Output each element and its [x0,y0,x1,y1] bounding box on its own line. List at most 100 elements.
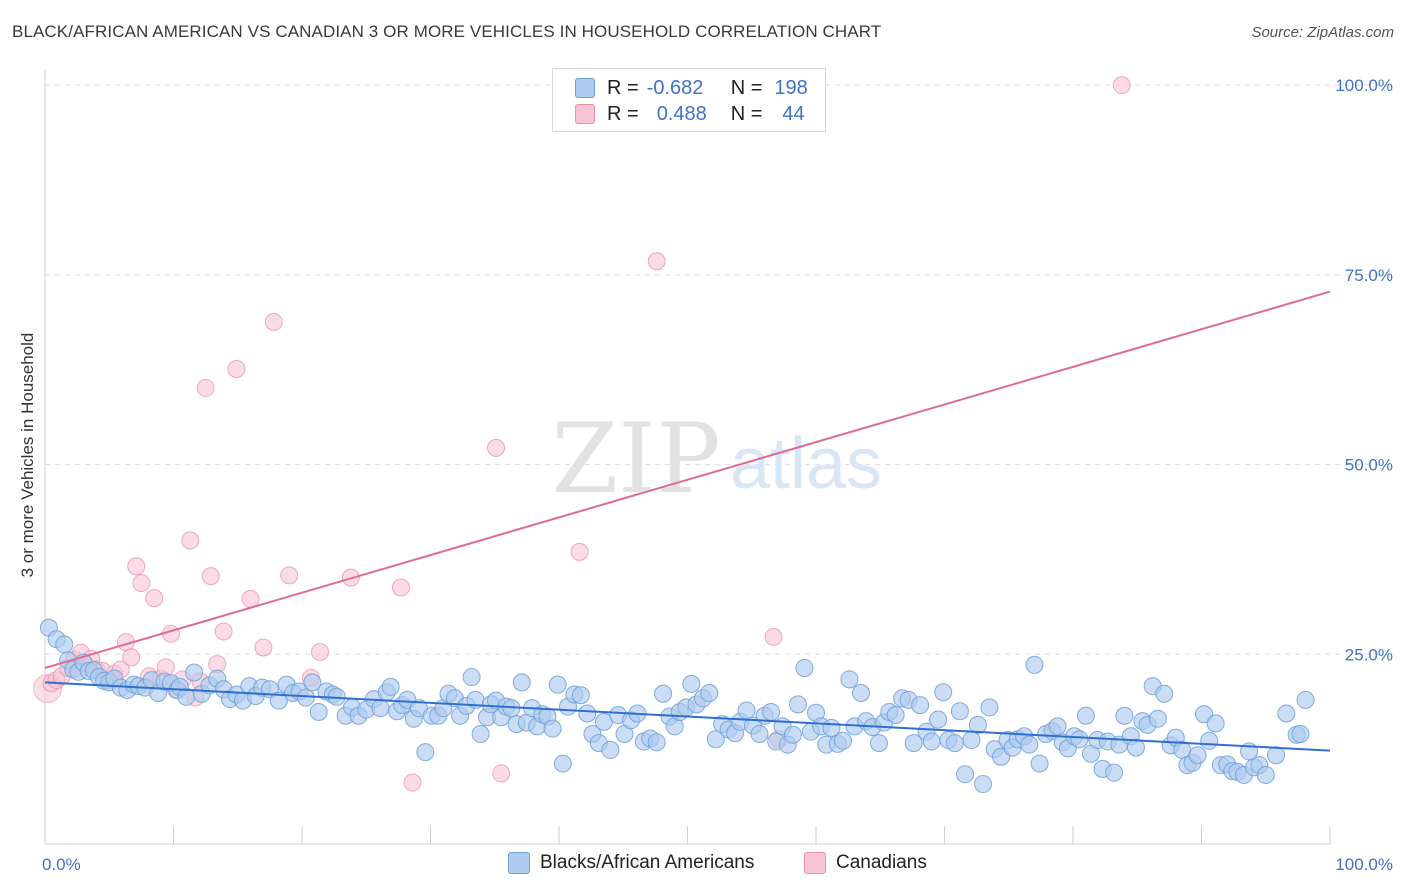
n-label: N = [730,76,763,99]
r-label: R = [607,102,639,125]
blacks-point [578,704,597,723]
y-tick-label: 100.0% [1335,76,1393,95]
grid-lines [45,84,1393,655]
blacks-point [840,670,859,689]
source-credit: Source: ZipAtlas.com [1251,24,1394,41]
n-value: 198 [774,76,808,99]
canadians-point [122,648,141,667]
blacks-point [869,734,888,753]
blacks-point [185,663,204,682]
blacks-point [980,698,999,717]
blacks-legend-swatch [508,852,530,874]
canadians-point [570,542,589,561]
blacks-point [851,683,870,702]
blacks-point [929,710,948,729]
blacks-point [974,775,993,794]
blacks-point [1188,746,1207,765]
series-legend: Blacks/African Americans Canadians [0,852,1406,876]
blacks-point [934,683,953,702]
blacks-point [512,673,531,692]
blacks-point [789,695,808,714]
canadians-point [487,438,506,457]
canadians-point [647,252,666,271]
blacks-point [956,765,975,784]
watermark-atlas: atlas [730,424,882,504]
r-value: 0.488 [656,102,707,125]
blacks-point [303,673,322,692]
blacks-point [795,658,814,677]
blacks-point [762,702,781,721]
r-label: R = [607,76,639,99]
blacks-point [1291,724,1310,743]
blacks-point [1076,706,1095,725]
blacks-point [1020,735,1039,754]
blacks-swatch [575,78,595,98]
blacks-point [1048,717,1067,736]
blacks-point [1025,655,1044,674]
blacks-point [1030,754,1049,773]
blacks-point [55,635,74,654]
blacks-point [601,740,620,759]
blacks-point [1200,731,1219,750]
canadians-point [280,566,299,585]
canadians-trend-line [44,290,1331,669]
canadians-point [201,567,220,586]
blacks-point [309,702,328,721]
blacks-point [647,733,666,752]
r-value: -0.682 [646,76,704,99]
canadians-point [391,578,410,597]
watermark-zip: ZIP [551,403,720,515]
blacks-point [700,683,719,702]
blacks-point [416,743,435,762]
canadians-point [127,557,146,576]
blacks-point [737,701,756,720]
blacks-point [1115,706,1134,725]
blacks-point [1267,746,1286,765]
n-value: 44 [782,102,805,125]
blacks-point [1126,738,1145,757]
canadians-swatch [575,104,595,124]
trend-lines [44,290,1331,752]
canadians-point [1112,76,1131,95]
blacks-point [1070,730,1089,749]
stats-row-canadians: R = 0.488 N = 44 [575,102,805,126]
canadians-point [264,312,283,331]
blacks-point [833,731,852,750]
blacks-point [471,724,490,743]
blacks-point [886,706,905,724]
blacks-point [543,719,562,738]
x-tick-labels: 0.0% 100.0% [42,855,1393,874]
canadians-point [241,589,260,608]
axes [44,70,1331,845]
blacks-point [571,686,590,705]
blacks-point [1148,709,1167,728]
blacks-point [945,734,964,753]
blacks-point [682,674,701,693]
blacks-point [911,696,930,715]
canadians-point [214,622,233,641]
blacks-point [548,675,567,694]
canadians-point [132,573,151,592]
blacks-point [1105,763,1124,782]
canadians-point [254,638,273,657]
n-label: N = [730,102,763,125]
x-tick-label: 0.0% [42,855,81,874]
legend-item-blacks[interactable]: Blacks/African Americans [508,852,754,874]
legend-item-canadians[interactable]: Canadians [804,852,927,874]
blacks-point [783,725,802,744]
y-tick-labels: 25.0% 50.0% 75.0% 100.0% [1335,76,1393,664]
canadians-point [145,589,164,608]
stats-row-blacks: R = -0.682 N = 198 [575,76,808,100]
canadians-point [196,378,215,397]
blacks-points [39,618,1315,794]
blacks-point [1277,704,1296,723]
chart-title: BLACK/AFRICAN AMERICAN VS CANADIAN 3 OR … [12,22,882,41]
blacks-point [922,732,941,751]
canadians-legend-swatch [804,852,826,874]
blacks-point [1155,684,1174,703]
x-tick-label: 100.0% [1335,855,1393,874]
blacks-point [371,699,390,718]
legend-label-canadians: Canadians [836,852,927,873]
canadians-point [310,643,329,662]
blacks-point [553,754,572,773]
